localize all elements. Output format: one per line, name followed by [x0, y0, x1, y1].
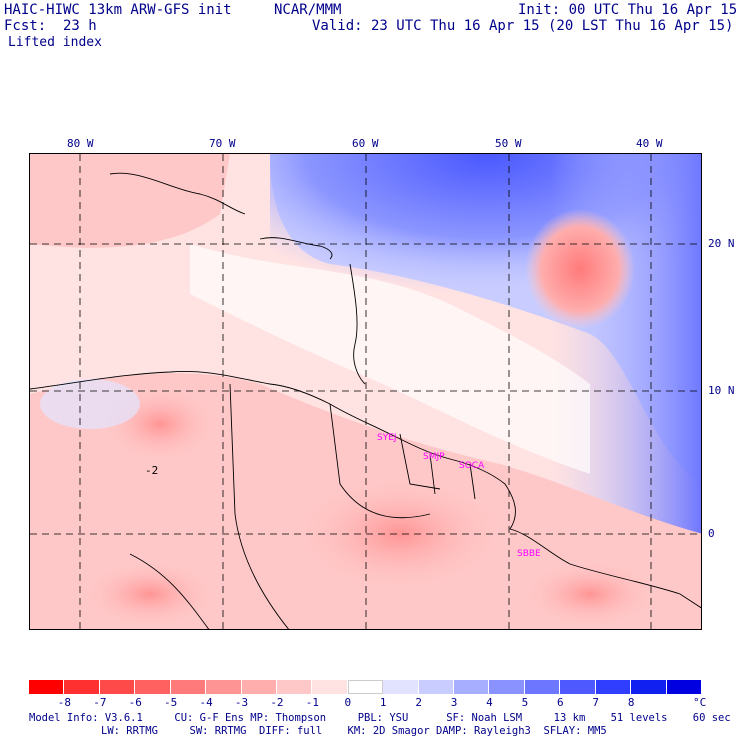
lon-label-80w: 80 W	[67, 137, 94, 150]
colorbar-tick-label: 5	[521, 696, 529, 709]
colorbar-swatch	[276, 680, 313, 694]
colorbar-tick-label: 2	[415, 696, 422, 709]
colorbar-tick-label: 7	[592, 696, 600, 709]
border-suriname	[429, 453, 436, 495]
coast-south-america	[30, 371, 701, 609]
lifted-index-map: -2	[29, 153, 702, 630]
station-sbbe: SBBE	[517, 549, 541, 559]
field-pacific-blue	[40, 379, 140, 429]
colorbar-swatch	[170, 680, 207, 694]
valid-time: Valid: 23 UTC Thu 16 Apr 15 (20 LST Thu …	[312, 18, 734, 34]
lat-label-equator: 0	[708, 527, 715, 540]
colorbar	[29, 680, 702, 694]
colorbar-swatch	[631, 680, 667, 694]
lon-label-70w: 70 W	[209, 137, 236, 150]
border-guyana	[399, 433, 441, 490]
colorbar-swatch	[560, 680, 596, 694]
field-caribbean-pink	[30, 154, 230, 248]
border-french-guiana	[469, 463, 476, 500]
model-info-line2: LW: RRTMG SW: RRTMG DIFF: full KM: 2D Sm…	[101, 725, 607, 737]
coast-cuba	[109, 172, 246, 215]
coast-lesser-antilles	[349, 263, 366, 385]
model-info-line1: Model Info: V3.6.1 CU: G-F Ens MP: Thomp…	[29, 712, 731, 724]
field-cell-southeast	[520, 559, 660, 629]
map-canvas: -2	[30, 154, 701, 629]
colorbar-tick-label: -2	[270, 696, 284, 709]
org-label: NCAR/MMM	[274, 2, 342, 18]
colorbar-tick-label: 3	[450, 696, 458, 709]
lon-label-50w: 50 W	[495, 137, 522, 150]
station-soca: SOCA	[459, 461, 485, 471]
colorbar-swatch	[312, 680, 348, 694]
field-name: Lifted index	[8, 35, 102, 50]
colorbar-swatch	[347, 680, 384, 694]
field-cell-amazon	[290, 474, 510, 594]
colorbar-swatch	[383, 680, 419, 694]
border-andes	[229, 383, 290, 629]
init-time: Init: 00 UTC Thu 16 Apr 15	[518, 2, 738, 18]
colorbar-swatch	[135, 680, 171, 694]
lon-label-60w: 60 W	[352, 137, 379, 150]
colorbar-swatch	[29, 680, 65, 694]
colorbar-swatch	[418, 680, 455, 694]
colorbar-tick-label: 1	[379, 696, 387, 709]
graticule	[30, 154, 701, 629]
colorbar-tick-label: -3	[234, 696, 249, 709]
border-venezuela	[329, 403, 431, 519]
colorbar-tick-label: 0	[344, 696, 352, 709]
colorbar-swatch	[99, 680, 136, 694]
coastlines	[30, 172, 701, 629]
coast-hispaniola	[259, 237, 333, 260]
lat-label-10n: 10 N	[708, 384, 735, 397]
colorbar-swatch	[64, 680, 100, 694]
colorbar-swatch	[241, 680, 277, 694]
field-cell-southwest	[80, 559, 220, 629]
colorbar-tick-label: -7	[93, 696, 107, 709]
colorbar-tick-label: 8	[627, 696, 635, 709]
field-unstable-blob	[525, 209, 635, 329]
colorbar-tick-label: -5	[164, 696, 178, 709]
colorbar-tick-label: -1	[305, 696, 319, 709]
colorbar-swatch	[595, 680, 632, 694]
colorbar-swatch	[524, 680, 561, 694]
lat-label-20n: 20 N	[708, 237, 735, 250]
model-title: HAIC-HIWC 13km ARW-GFS init	[4, 2, 232, 18]
colorbar-swatch	[454, 680, 490, 694]
field-neutral-zone	[190, 244, 590, 474]
colorbar-swatch	[489, 680, 525, 694]
station-syej: SYEJ	[377, 433, 397, 443]
lon-label-40w: 40 W	[636, 137, 663, 150]
forecast-hour: Fcst: 23 h	[4, 18, 97, 34]
colorbar-tick-label: 6	[557, 696, 564, 709]
colorbar-tick-label: -6	[128, 696, 142, 709]
colorbar-tick-label: -8	[57, 696, 72, 709]
contour-value-label: -2	[145, 464, 158, 477]
colorbar-swatch	[666, 680, 702, 694]
border-peru	[129, 553, 210, 629]
station-smjp: SMJP	[423, 452, 445, 462]
colorbar-tick-label: 4	[486, 696, 493, 709]
colorbar-swatch	[206, 680, 242, 694]
colorbar-tick-label: -4	[199, 696, 213, 709]
colorbar-unit: °C	[693, 696, 707, 709]
